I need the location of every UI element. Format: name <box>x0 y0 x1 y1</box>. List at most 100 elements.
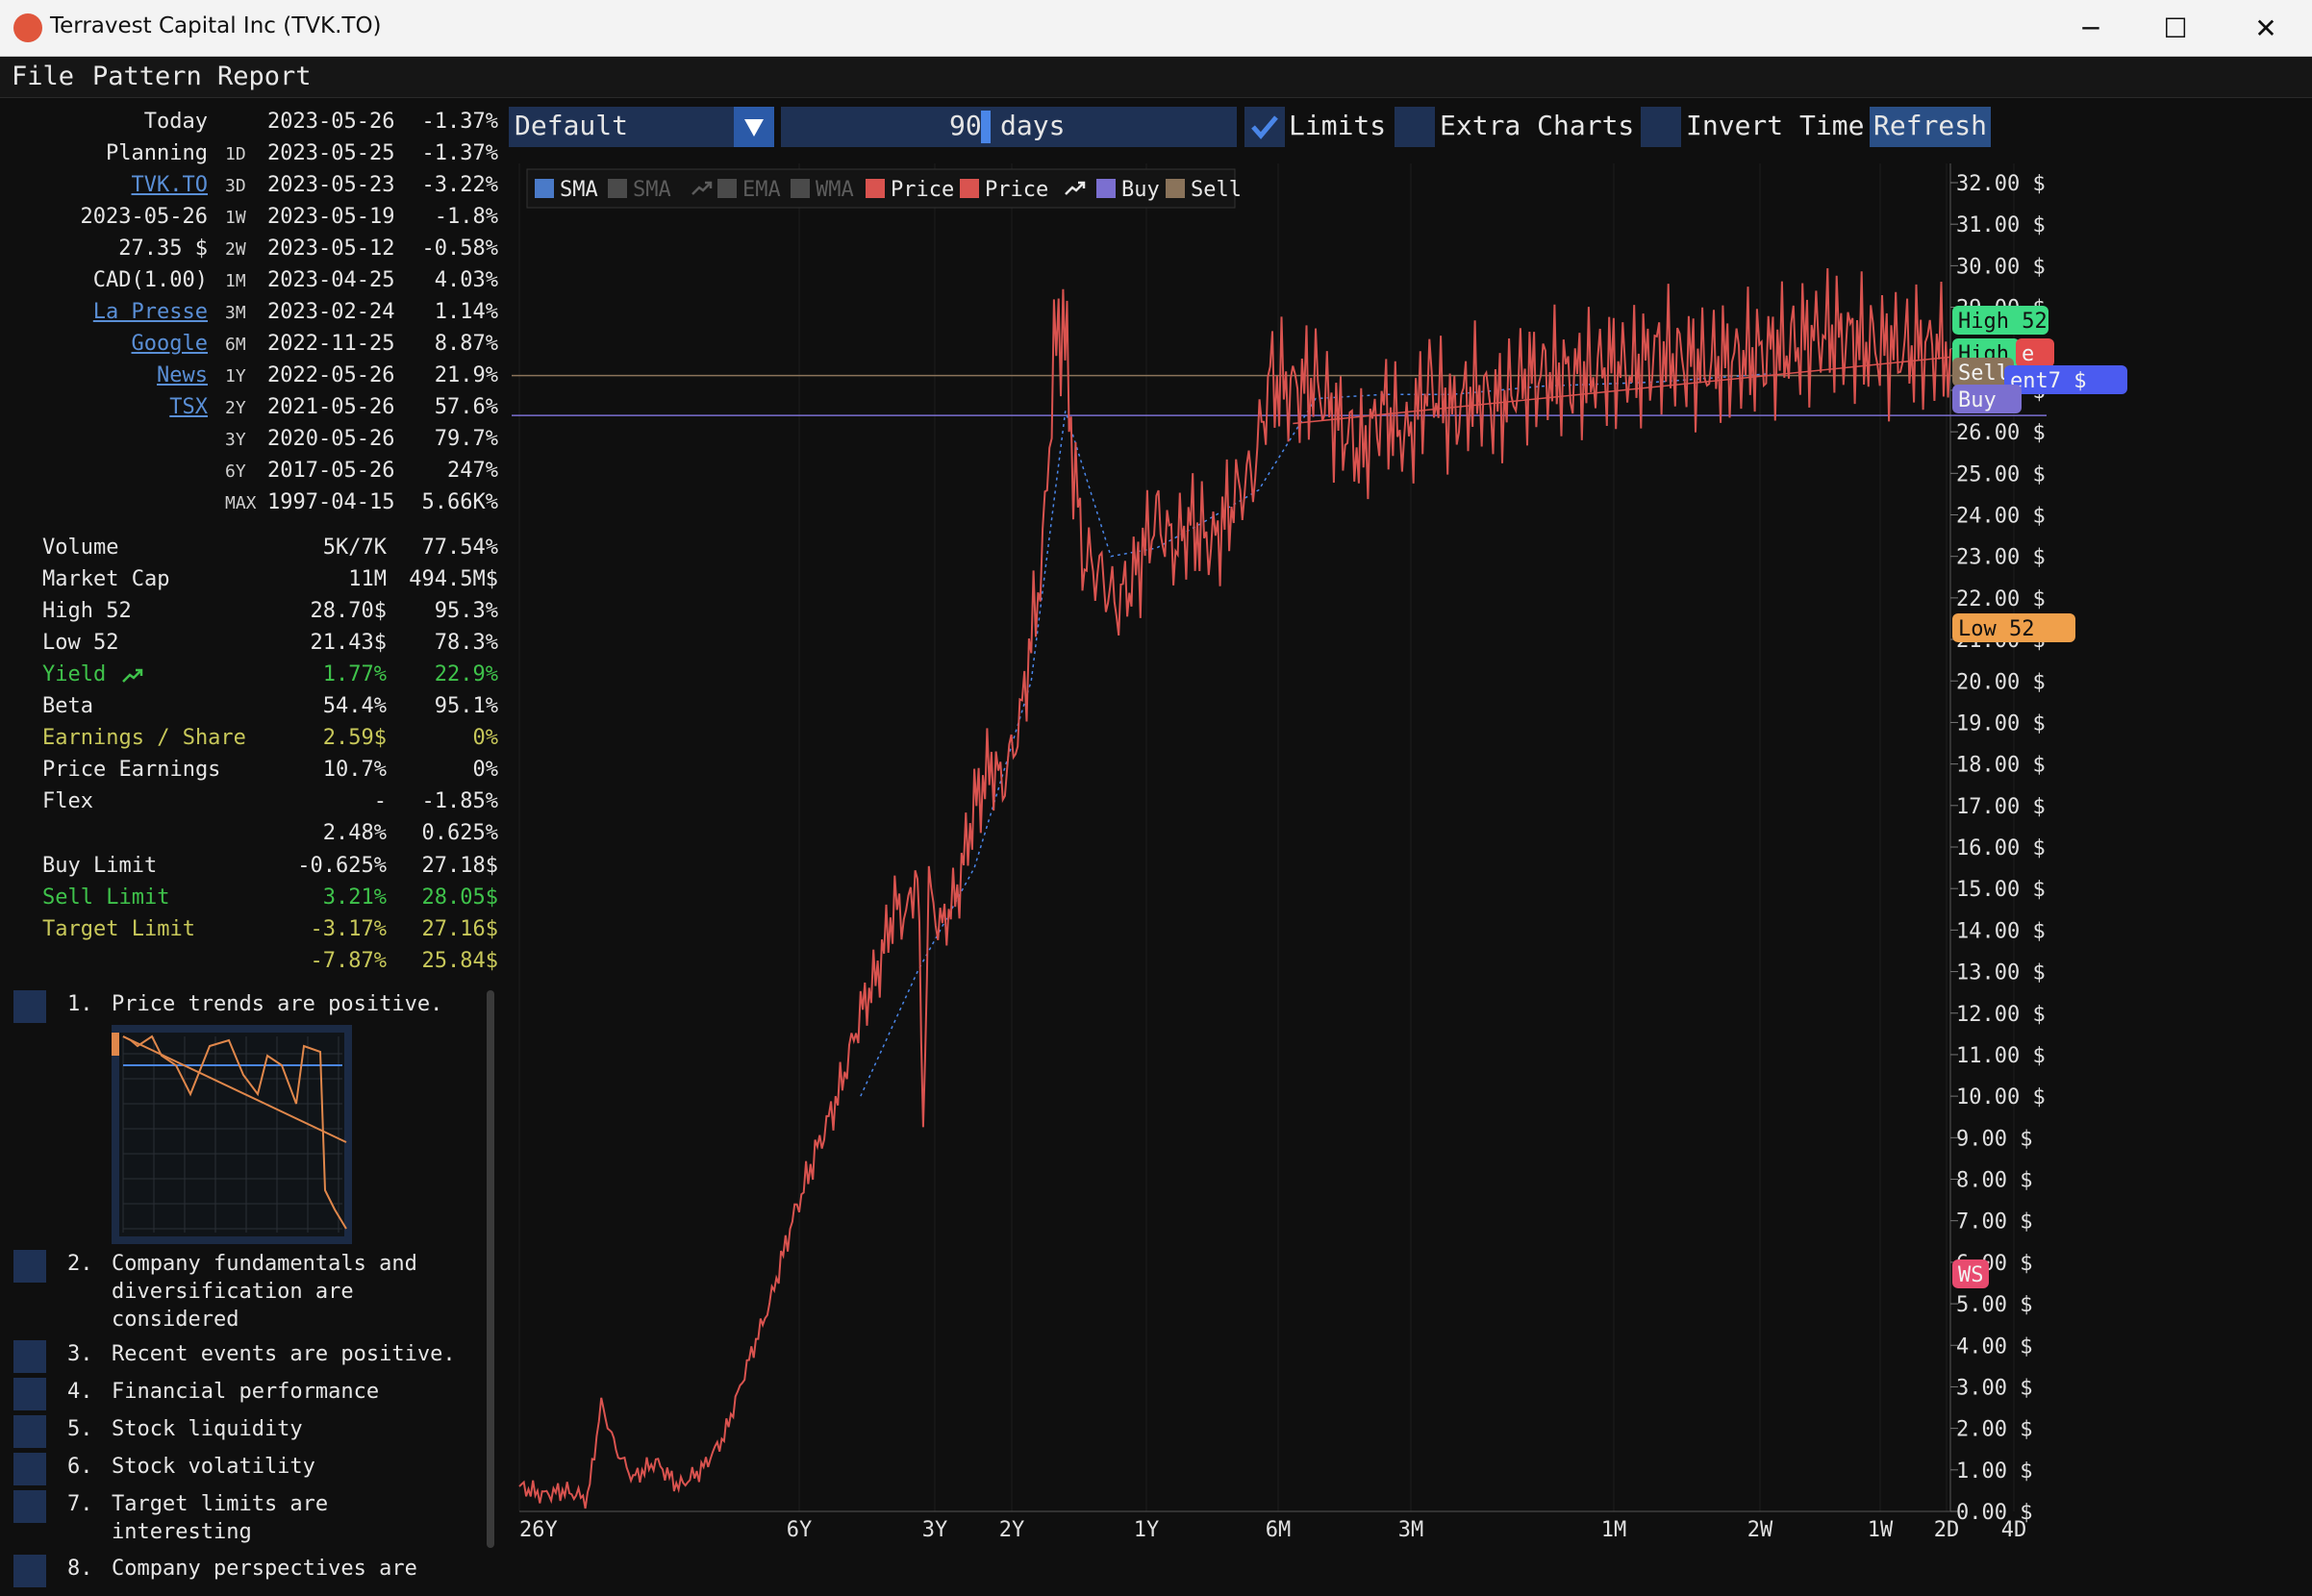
period-code: 1Y <box>225 366 246 387</box>
legend-item[interactable]: Buy <box>1121 178 1160 202</box>
period-code: 3Y <box>225 430 246 450</box>
price-tag-label: Sell <box>1958 362 2009 386</box>
stat-value: - <box>373 789 387 813</box>
price-tag-label: Low 52 <box>1958 617 2034 641</box>
period-change: 8.87% <box>434 332 498 356</box>
legend-item[interactable]: Sell <box>1191 178 1242 202</box>
checklist-checkbox[interactable] <box>13 1555 46 1587</box>
stat-percent: 78.3% <box>434 631 498 655</box>
period-date: 2023-05-26 <box>267 110 395 134</box>
legend-swatch[interactable] <box>608 179 627 198</box>
period-change: 57.6% <box>434 395 498 419</box>
checklist-checkbox[interactable] <box>13 1453 46 1485</box>
stat-label: Yield <box>42 662 107 686</box>
summary-label[interactable]: La Presse <box>92 300 208 324</box>
checklist-checkbox[interactable] <box>13 990 46 1023</box>
legend-swatch[interactable] <box>535 179 554 198</box>
legend-item[interactable]: WMA <box>816 178 854 202</box>
invert-time-label[interactable]: Invert Time <box>1686 110 1865 141</box>
price-tag <box>1952 358 2014 387</box>
checklist-text: Price trends are positive. <box>112 992 443 1016</box>
menu-pattern[interactable]: Pattern <box>92 62 202 91</box>
period-change: 5.66K% <box>421 490 498 514</box>
menu-file[interactable]: File <box>12 62 75 91</box>
legend-item[interactable]: Price <box>985 178 1048 202</box>
summary-label[interactable]: TVK.TO <box>131 173 208 197</box>
stat-percent: 494.5M$ <box>409 567 498 591</box>
y-tick-label: 3.00 $ <box>1956 1376 2032 1400</box>
y-tick-label: 26.00 $ <box>1956 421 2046 445</box>
period-change: -3.22% <box>421 173 498 197</box>
close-button[interactable]: ✕ <box>2254 12 2277 44</box>
summary-label[interactable]: Google <box>131 332 208 356</box>
price-line <box>518 267 1951 1509</box>
legend-item[interactable]: EMA <box>742 178 781 202</box>
checklist-text: Company fundamentals and <box>112 1252 417 1276</box>
stat-value: 2.59$ <box>322 726 387 750</box>
price-tag-label: ent7 $ <box>2010 369 2086 393</box>
legend-swatch[interactable] <box>1096 179 1116 198</box>
legend-swatch[interactable] <box>717 179 737 198</box>
checklist-checkbox[interactable] <box>13 1340 46 1373</box>
period-date: 2023-05-19 <box>267 205 395 229</box>
checklist-text: interesting <box>112 1520 252 1544</box>
menu-report[interactable]: Report <box>217 62 312 91</box>
refresh-button[interactable]: Refresh <box>1870 107 1991 147</box>
price-tag-label: WS <box>1958 1263 1984 1287</box>
legend-item[interactable]: SMA <box>560 178 598 202</box>
limit-percent: 3.21% <box>322 885 387 910</box>
stat-value: 1.77% <box>322 662 387 686</box>
limit-percent: -0.625% <box>297 854 387 878</box>
legend-swatch[interactable] <box>1166 179 1185 198</box>
limit-percent: -7.87% <box>310 949 387 973</box>
summary-label[interactable]: TSX <box>169 395 208 419</box>
stat-value: 28.70$ <box>310 599 387 623</box>
limits-label[interactable]: Limits <box>1289 110 1387 141</box>
checklist-checkbox[interactable] <box>13 1250 46 1283</box>
y-tick-label: 25.00 $ <box>1956 462 2046 486</box>
chevron-down-icon[interactable] <box>734 107 774 147</box>
y-tick-label: 5.00 $ <box>1956 1293 2032 1317</box>
trend-up-icon <box>1065 182 1085 195</box>
x-tick-label: 2D <box>1934 1518 1960 1542</box>
summary-label: CAD(1.00) <box>92 268 208 292</box>
checklist-scrollbar[interactable] <box>487 990 494 1548</box>
period-date: 2020-05-26 <box>267 427 395 451</box>
legend-swatch[interactable] <box>791 179 810 198</box>
checklist-number: 4. <box>67 1380 93 1404</box>
maximize-button[interactable]: ☐ <box>2163 12 2188 44</box>
limit-label: Buy Limit <box>42 854 158 878</box>
legend-item[interactable]: SMA <box>633 178 671 202</box>
price-chart[interactable]: 26Y 6Y 3Y 2Y 1Y 6M 3M 1M 2W 1W 4D 2D 32.00 $ 31.00 $ 3… <box>512 160 2147 1544</box>
preset-combo[interactable]: Default <box>509 107 774 147</box>
period-code: 3M <box>225 303 246 323</box>
period-change: 21.9% <box>434 363 498 387</box>
legend-swatch[interactable] <box>866 179 885 198</box>
y-tick-label: 11.00 $ <box>1956 1044 2046 1068</box>
period-date: 2023-02-24 <box>267 300 395 324</box>
y-tick-label: 4.00 $ <box>1956 1334 2032 1359</box>
period-code: 6M <box>225 335 246 355</box>
y-tick-label: 2.00 $ <box>1956 1418 2032 1442</box>
legend-swatch[interactable] <box>960 179 979 198</box>
legend-item[interactable]: Price <box>891 178 954 202</box>
minimize-button[interactable]: ─ <box>2082 12 2099 44</box>
limit-price: 27.18$ <box>421 854 498 878</box>
limit-percent: -3.17% <box>310 917 387 941</box>
summary-label: Planning <box>106 141 208 165</box>
period-change: 1.14% <box>434 300 498 324</box>
checklist-checkbox[interactable] <box>13 1378 46 1410</box>
extra-charts-checkbox[interactable] <box>1395 107 1435 147</box>
checklist-checkbox[interactable] <box>13 1490 46 1523</box>
days-slider[interactable]: 90 days <box>781 107 1237 147</box>
slider-grab[interactable] <box>981 111 991 143</box>
extra-charts-label[interactable]: Extra Charts <box>1440 110 1635 141</box>
y-tick-label: 18.00 $ <box>1956 754 2046 778</box>
summary-label[interactable]: News <box>157 363 208 387</box>
invert-time-checkbox[interactable] <box>1641 107 1681 147</box>
y-tick-label: 24.00 $ <box>1956 505 2046 529</box>
x-tick-label: 3Y <box>922 1518 948 1542</box>
checklist-checkbox[interactable] <box>13 1415 46 1448</box>
stat-value: 54.4% <box>322 694 387 718</box>
limits-checkbox[interactable] <box>1244 107 1285 147</box>
